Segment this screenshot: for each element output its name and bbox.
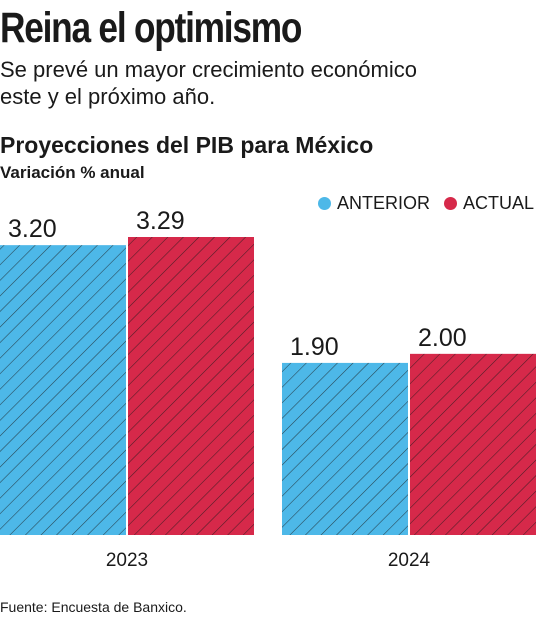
- category-label-2023: 2023: [106, 550, 148, 571]
- chart-title: Proyecciones del PIB para México: [0, 132, 374, 158]
- legend-swatch-actual: [443, 197, 457, 210]
- bar-actual-2024: [410, 353, 536, 535]
- category-label-2024: 2024: [388, 550, 431, 571]
- bar-anterior-2024: [282, 362, 408, 535]
- headline: Reina el optimismo: [0, 4, 302, 52]
- source-note: Fuente: Encuesta de Banxico.: [0, 599, 187, 615]
- legend-label-anterior: ANTERIOR: [336, 193, 430, 213]
- data-label-anterior-2024: 1.90: [290, 333, 339, 361]
- legend-item-anterior: ANTERIOR: [317, 193, 430, 214]
- data-label-actual-2024: 2.00: [418, 324, 467, 352]
- subheadline-line-1: Se prevé un mayor crecimiento económico: [0, 57, 417, 82]
- legend-swatch-anterior: [317, 197, 331, 210]
- data-label-actual-2023: 3.29: [136, 207, 185, 235]
- chart-legend: ANTERIOR ACTUAL: [304, 193, 534, 214]
- legend-label-actual: ACTUAL: [462, 193, 534, 213]
- subheadline: Se prevé un mayor crecimiento económico …: [0, 56, 536, 110]
- legend-item-actual: ACTUAL: [443, 193, 534, 214]
- bar-actual-2023: [128, 237, 254, 535]
- data-label-anterior-2023: 3.20: [8, 215, 57, 243]
- subheadline-line-2: este y el próximo año.: [0, 84, 216, 109]
- chart-subtitle: Variación % anual: [0, 163, 145, 182]
- bar-anterior-2023: [0, 245, 126, 535]
